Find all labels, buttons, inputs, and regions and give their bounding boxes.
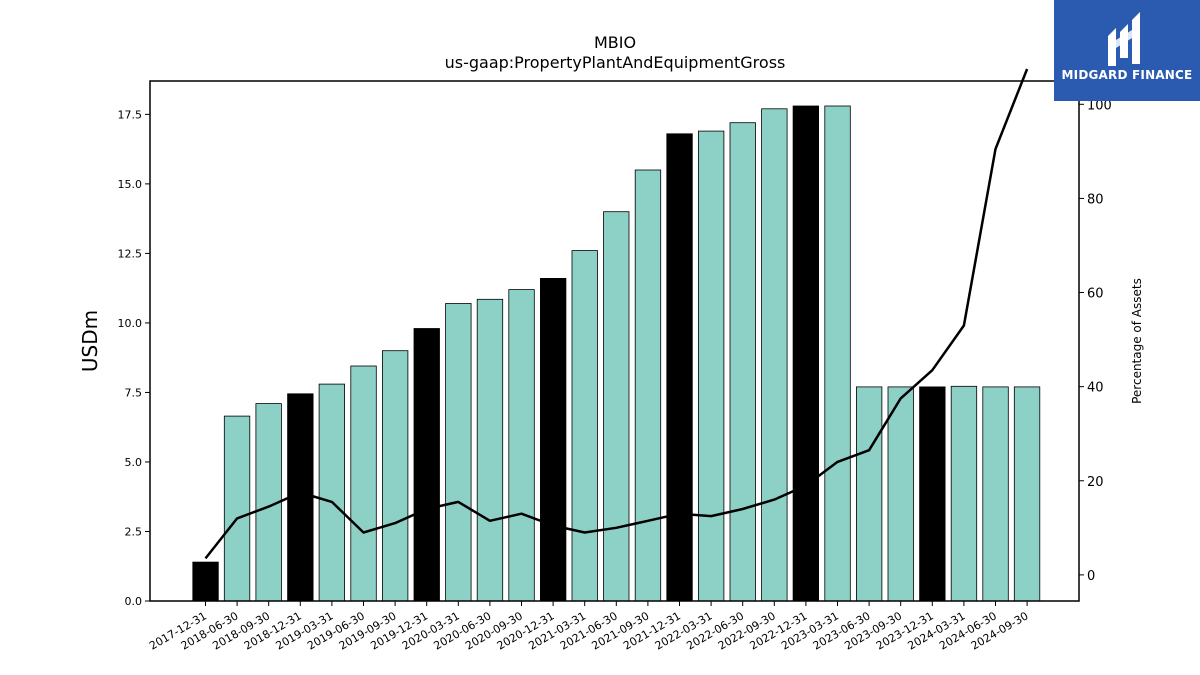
bar-2021-06-30 (603, 211, 630, 602)
right-y-axis-label: Percentage of Assets (1130, 278, 1144, 404)
bar-2019-12-31 (413, 328, 440, 602)
bar-2022-12-31 (792, 105, 819, 602)
bar-2019-09-30 (381, 350, 409, 602)
bar-2017-12-31 (192, 561, 219, 602)
chart-subtitle: us-gaap:PropertyPlantAndEquipmentGross (445, 53, 786, 72)
bar-2022-03-31 (698, 130, 725, 602)
bar-2024-03-31 (950, 385, 978, 602)
y2-tick-label: 40 (1087, 381, 1104, 396)
y-tick-label: 5.0 (125, 456, 143, 469)
bar-2024-09-30 (1013, 386, 1041, 602)
y2-tick-label: 100 (1087, 98, 1112, 113)
bar-2023-12-31 (919, 386, 946, 602)
bar-2020-06-30 (476, 298, 504, 602)
bar-2024-06-30 (982, 386, 1009, 602)
logo-text: MIDGARD FINANCE (1061, 68, 1193, 82)
bar-2023-03-31 (824, 105, 851, 602)
chart-title: MBIO (594, 33, 636, 52)
plot-frame (149, 80, 1080, 602)
y2-tick-label: 20 (1087, 475, 1104, 490)
right-y-axis: 0 20 40 60 80 100 (1079, 98, 1112, 584)
y-tick-label: 7.5 (125, 386, 143, 399)
bar-2020-03-31 (445, 303, 472, 602)
bar-2022-09-30 (761, 108, 788, 602)
y2-tick-label: 60 (1087, 287, 1104, 302)
bar-2023-09-30 (887, 386, 914, 602)
y-tick-label: 15.0 (118, 178, 143, 191)
logo-mark-icon (1108, 12, 1140, 66)
percentage-line-series (204, 68, 1029, 560)
y2-tick-label: 80 (1087, 192, 1104, 207)
y-tick-label: 17.5 (118, 108, 143, 121)
bar-2018-06-30 (223, 415, 251, 602)
bar-2023-06-30 (856, 386, 883, 602)
left-y-axis: 0.0 2.5 5.0 7.5 10.0 12.5 15.0 17.5 (118, 108, 150, 608)
bar-2019-06-30 (350, 365, 377, 602)
bar-2021-09-30 (634, 169, 662, 602)
percentage-of-assets-line (204, 68, 1029, 560)
y-tick-label: 2.5 (125, 525, 143, 538)
bar-2021-03-31 (571, 250, 598, 602)
bar-2019-03-31 (318, 383, 346, 602)
bar-2021-12-31 (666, 133, 693, 602)
y-axis-label: USDm (78, 310, 102, 372)
y2-tick-label: 0 (1087, 569, 1095, 584)
bar-2020-12-31 (540, 277, 567, 602)
x-axis: 2017-12-312018-06-302018-09-302018-12-31… (147, 601, 1031, 653)
y-tick-label: 12.5 (118, 247, 143, 260)
bar-2022-06-30 (729, 122, 756, 602)
y-tick-label: 0.0 (125, 595, 143, 608)
bar-2020-09-30 (508, 289, 535, 602)
brand-logo: MIDGARD FINANCE (1054, 0, 1200, 101)
y-tick-label: 10.0 (118, 317, 143, 330)
